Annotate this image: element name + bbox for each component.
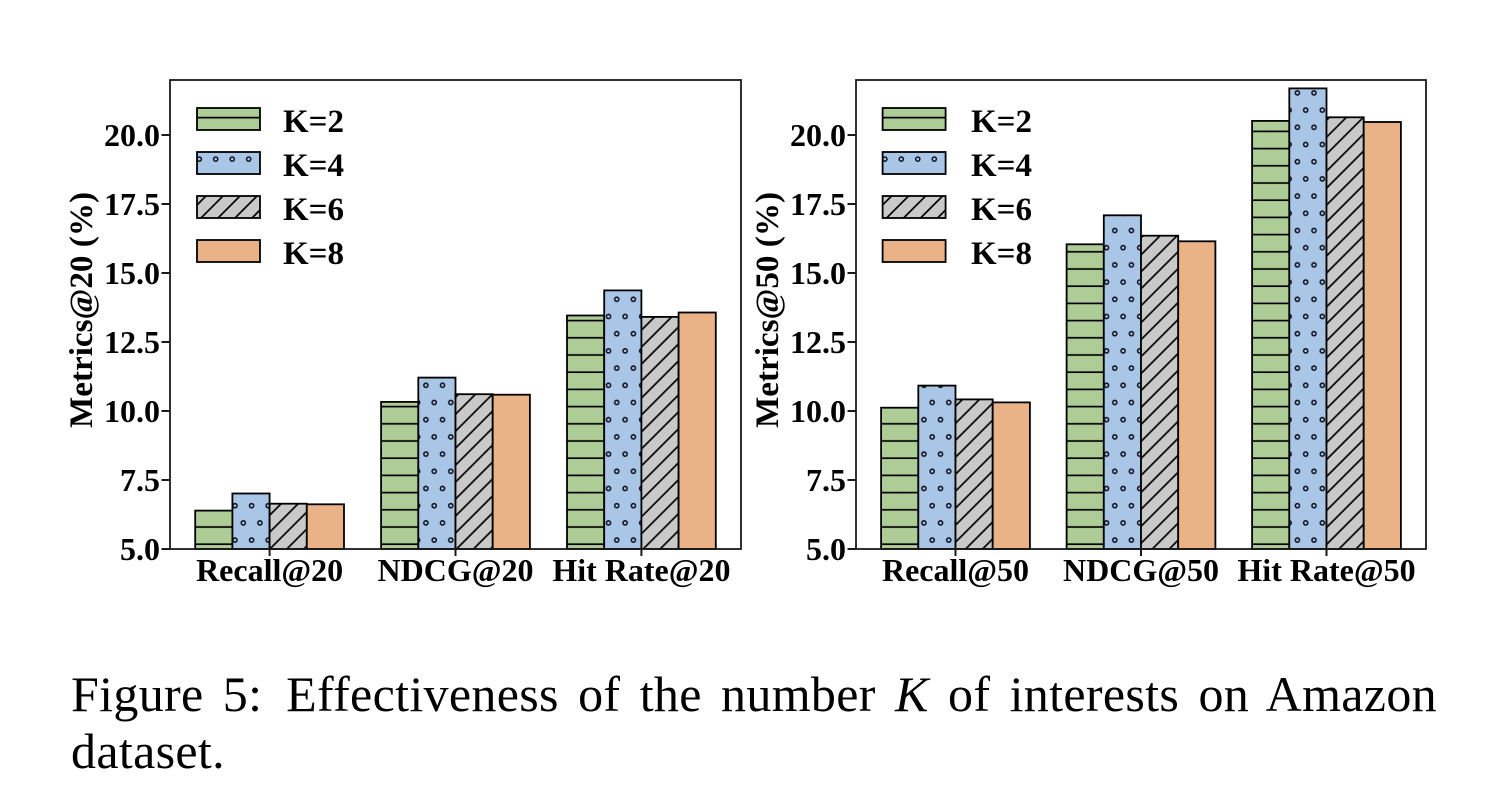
svg-text:12.5: 12.5: [104, 324, 160, 360]
svg-text:K=4: K=4: [283, 148, 344, 184]
svg-text:Recall@20: Recall@20: [196, 552, 343, 588]
svg-text:7.5: 7.5: [120, 462, 160, 498]
svg-text:10.0: 10.0: [790, 393, 846, 429]
svg-text:Hit Rate@50: Hit Rate@50: [1237, 552, 1415, 588]
svg-text:K=8: K=8: [971, 236, 1032, 272]
svg-text:20.0: 20.0: [790, 117, 846, 153]
svg-text:15.0: 15.0: [104, 255, 160, 291]
svg-text:5.0: 5.0: [806, 531, 846, 567]
svg-text:K=6: K=6: [283, 192, 344, 228]
svg-text:K=2: K=2: [283, 104, 344, 140]
svg-text:17.5: 17.5: [790, 186, 846, 222]
svg-text:K=2: K=2: [971, 104, 1032, 140]
svg-text:NDCG@50: NDCG@50: [1063, 552, 1219, 588]
svg-text:NDCG@20: NDCG@20: [378, 552, 534, 588]
svg-text:Hit Rate@20: Hit Rate@20: [552, 552, 730, 588]
svg-text:Metrics@20 (%): Metrics@20 (%): [64, 192, 100, 428]
svg-text:Metrics@50 (%): Metrics@50 (%): [750, 192, 786, 428]
svg-text:7.5: 7.5: [806, 462, 846, 498]
svg-text:15.0: 15.0: [790, 255, 846, 291]
svg-text:10.0: 10.0: [104, 393, 160, 429]
svg-text:12.5: 12.5: [790, 324, 846, 360]
svg-text:Recall@50: Recall@50: [882, 552, 1029, 588]
svg-text:17.5: 17.5: [104, 186, 160, 222]
svg-text:K=4: K=4: [971, 148, 1032, 184]
svg-text:K=8: K=8: [283, 236, 344, 272]
svg-text:K=6: K=6: [971, 192, 1032, 228]
svg-text:5.0: 5.0: [120, 531, 160, 567]
svg-text:20.0: 20.0: [104, 117, 160, 153]
